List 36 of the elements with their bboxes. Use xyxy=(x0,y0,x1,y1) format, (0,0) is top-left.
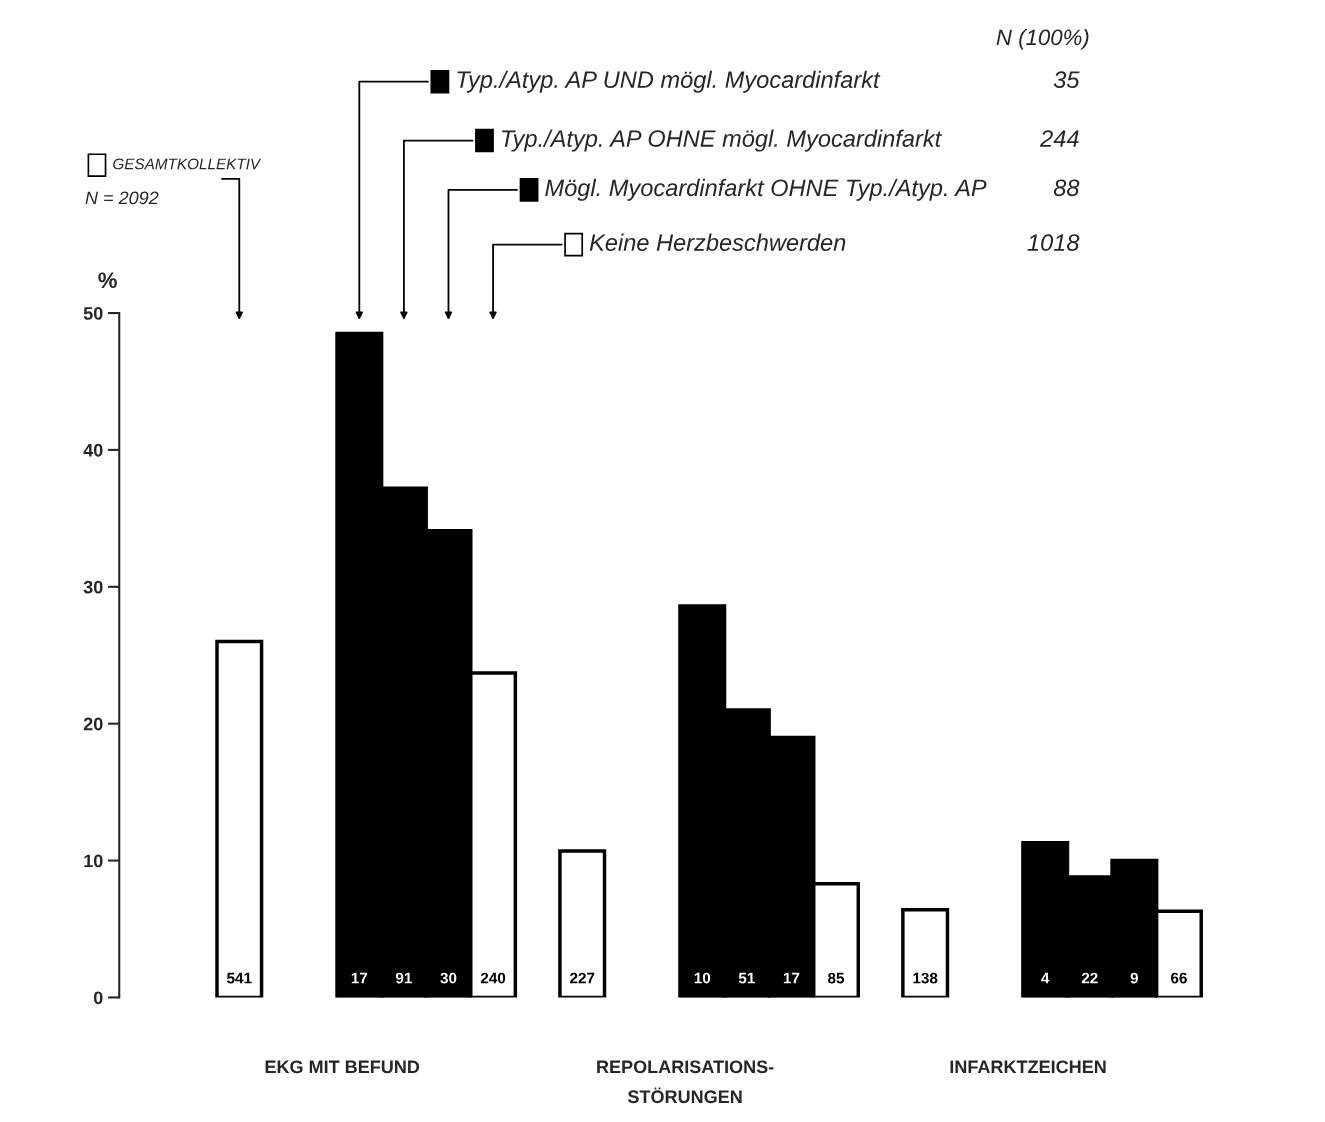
annotation: 227 xyxy=(570,972,595,984)
legend-label: Keine Herzbeschwerden xyxy=(589,233,846,251)
legend-label: GESAMTKOLLEKTIV xyxy=(113,158,262,170)
x-tick-label: INFARKTZEICHEN xyxy=(950,1060,1106,1074)
legend-label: Typ./Atyp. AP OHNE mögl. Myocardinfarkt xyxy=(502,129,943,152)
text: 88 xyxy=(1053,179,1080,197)
annotation: 138 xyxy=(913,972,938,984)
annotation: 9 xyxy=(1130,972,1139,984)
annotation: 85 xyxy=(827,972,845,984)
text: N = 2092 xyxy=(85,191,159,205)
annotation: 240 xyxy=(480,972,506,984)
y-axis-title: % xyxy=(98,272,117,289)
y-tick-label: 20 xyxy=(83,717,103,731)
annotation: 17 xyxy=(783,972,800,984)
x-tick-label: EKG MIT BEFUND xyxy=(265,1060,420,1074)
annotation: 541 xyxy=(227,972,252,984)
annotation: 66 xyxy=(1171,972,1187,984)
legend-label: Typ./Atyp. AP UND mögl. Myocardinfarkt xyxy=(457,70,881,93)
y-tick-label: 0 xyxy=(93,991,103,1005)
text: 244 xyxy=(1039,130,1079,147)
annotation: 17 xyxy=(351,972,368,984)
annotation: 91 xyxy=(395,972,412,984)
annotation: 51 xyxy=(738,972,755,984)
text: N (100%) xyxy=(996,28,1089,50)
y-tick-label: 50 xyxy=(83,306,103,320)
y-tick-label: 30 xyxy=(83,580,103,594)
text: 1018 xyxy=(1027,234,1080,251)
annotation: 22 xyxy=(1081,972,1098,984)
legend-label: Mögl. Myocardinfarkt OHNE Typ./Atyp. AP xyxy=(545,178,987,201)
x-tick-label: REPOLARISATIONS- STÖRUNGEN xyxy=(597,1060,774,1104)
y-tick-label: 40 xyxy=(83,443,103,457)
y-tick-label: 10 xyxy=(84,854,103,868)
annotation: 30 xyxy=(440,972,457,984)
annotation: 4 xyxy=(1041,972,1050,984)
annotation: 10 xyxy=(694,972,711,984)
text: 35 xyxy=(1053,71,1080,89)
